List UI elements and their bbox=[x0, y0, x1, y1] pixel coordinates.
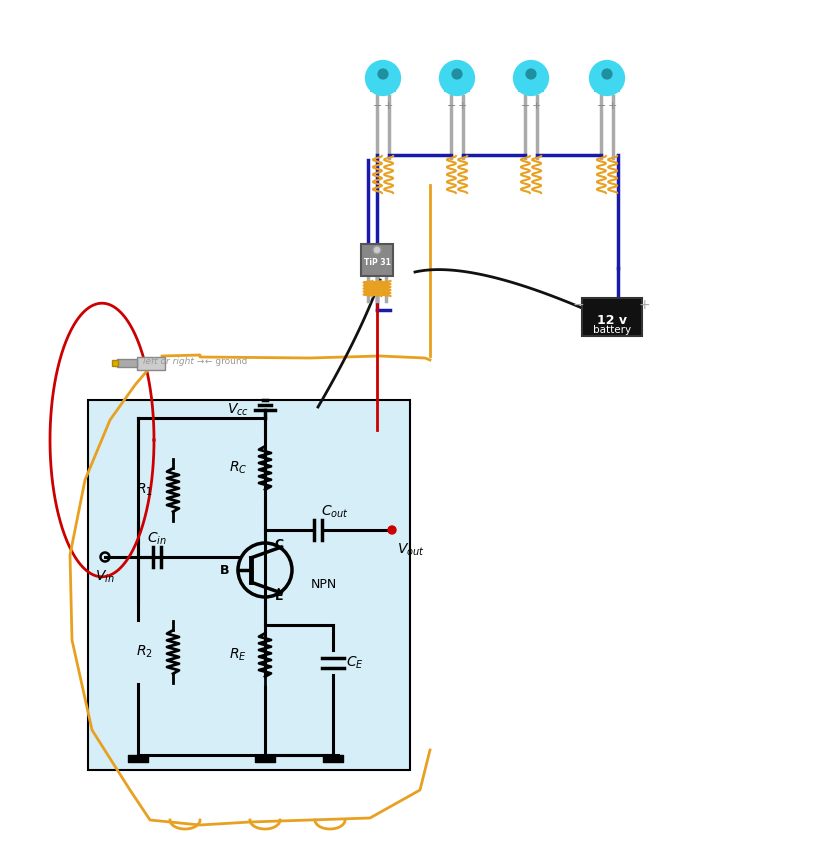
Text: $C_{in}$: $C_{in}$ bbox=[147, 531, 166, 547]
Circle shape bbox=[377, 69, 388, 80]
Circle shape bbox=[525, 69, 536, 80]
Text: TiP 31: TiP 31 bbox=[363, 258, 390, 266]
Polygon shape bbox=[276, 588, 281, 595]
Text: $V_{cc}$: $V_{cc}$ bbox=[227, 402, 248, 418]
Circle shape bbox=[589, 60, 624, 96]
Text: −: − bbox=[596, 101, 605, 111]
Text: +: + bbox=[384, 101, 393, 111]
Text: $R_E$: $R_E$ bbox=[229, 647, 247, 663]
Text: −: − bbox=[520, 101, 529, 111]
Text: −: − bbox=[572, 298, 584, 312]
Text: −: − bbox=[372, 101, 381, 111]
Text: left or right →: left or right → bbox=[143, 356, 204, 365]
Text: B: B bbox=[220, 564, 229, 576]
Circle shape bbox=[512, 60, 548, 96]
Text: $V_{in}$: $V_{in}$ bbox=[95, 569, 115, 585]
Bar bbox=[444, 82, 469, 92]
Text: $C_E$: $C_E$ bbox=[345, 655, 364, 671]
Text: $C_{out}$: $C_{out}$ bbox=[321, 503, 349, 521]
Text: NPN: NPN bbox=[311, 577, 337, 590]
Circle shape bbox=[388, 526, 395, 534]
Bar bbox=[88, 400, 410, 770]
Text: +: + bbox=[607, 101, 617, 111]
Circle shape bbox=[373, 246, 380, 254]
Circle shape bbox=[364, 60, 400, 96]
Text: +: + bbox=[532, 101, 541, 111]
Bar bbox=[594, 82, 619, 92]
Bar bbox=[581, 298, 641, 336]
Text: +: + bbox=[457, 101, 466, 111]
Text: E: E bbox=[274, 589, 283, 602]
Circle shape bbox=[601, 69, 612, 80]
Text: $V_{out}$: $V_{out}$ bbox=[396, 542, 424, 558]
Bar bbox=[112, 360, 118, 366]
Bar bbox=[360, 244, 393, 276]
Text: −: − bbox=[446, 101, 456, 111]
Bar bbox=[117, 359, 137, 367]
Text: ← ground: ← ground bbox=[205, 356, 247, 365]
Bar bbox=[370, 82, 395, 92]
Text: 12 v: 12 v bbox=[596, 314, 626, 326]
Bar bbox=[517, 82, 543, 92]
Text: $R_2$: $R_2$ bbox=[136, 643, 153, 661]
Text: +: + bbox=[637, 298, 649, 312]
Text: $R_1$: $R_1$ bbox=[136, 482, 153, 498]
Bar bbox=[137, 357, 165, 370]
Text: C: C bbox=[274, 538, 283, 551]
Circle shape bbox=[438, 60, 475, 96]
Text: $R_C$: $R_C$ bbox=[228, 460, 247, 476]
Text: battery: battery bbox=[592, 325, 630, 335]
Circle shape bbox=[451, 69, 462, 80]
